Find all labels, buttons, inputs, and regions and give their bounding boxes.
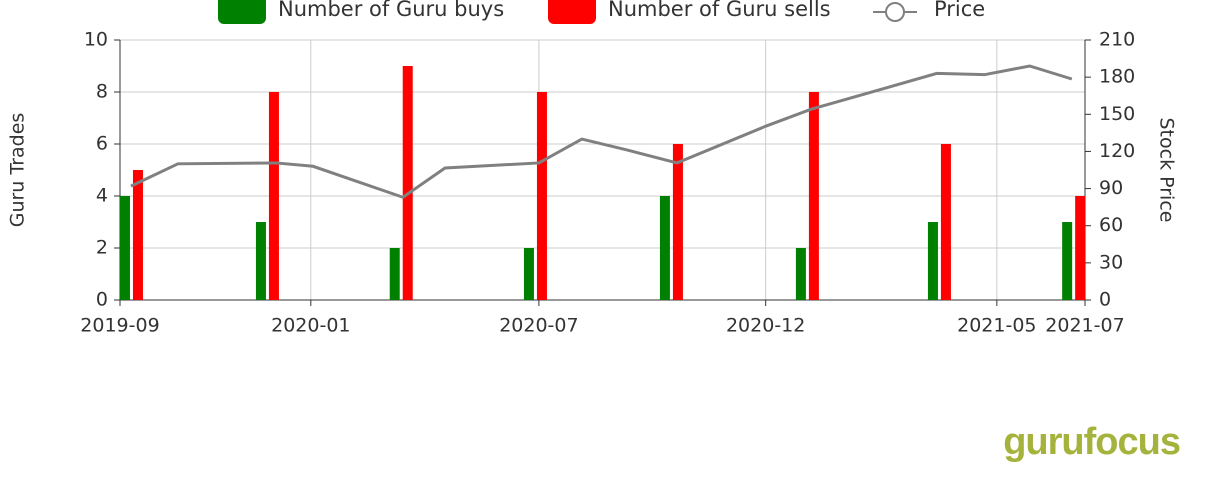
bar: [659, 196, 670, 300]
bar: [1062, 222, 1073, 300]
legend-label: Number of Guru buys: [278, 0, 504, 21]
y-tick-label: 6: [96, 133, 108, 155]
bar: [672, 144, 683, 300]
price-line: [130, 64, 1073, 199]
bar: [255, 222, 266, 300]
y-tick-label: 10: [84, 29, 108, 51]
bar: [795, 248, 806, 300]
y-axis-label: Guru Trades: [7, 113, 29, 228]
x-tick-label: 2021-05: [957, 315, 1036, 337]
bar: [523, 248, 534, 300]
bar: [132, 170, 143, 300]
bar: [268, 92, 279, 300]
y2-tick-label: 0: [1099, 289, 1111, 311]
bar: [119, 196, 130, 300]
y2-axis-label: Stock Price: [1156, 118, 1178, 223]
y-tick-label: 4: [96, 185, 108, 207]
bar: [927, 222, 938, 300]
bar: [402, 66, 413, 300]
legend-label: Price: [934, 0, 985, 21]
y2-tick-label: 60: [1099, 214, 1123, 236]
y2-tick-label: 90: [1099, 177, 1123, 199]
y-tick-label: 2: [96, 237, 108, 259]
x-tick-label: 2019-09: [80, 315, 159, 337]
bar: [808, 92, 819, 300]
bar: [389, 248, 400, 300]
y-tick-label: 0: [96, 289, 108, 311]
y2-tick-label: 30: [1099, 251, 1123, 273]
x-tick-label: 2020-07: [499, 315, 578, 337]
y-tick-label: 8: [96, 81, 108, 103]
y2-tick-label: 180: [1099, 66, 1135, 88]
bar: [536, 92, 547, 300]
x-tick-label: 2021-07: [1045, 315, 1124, 337]
y2-tick-label: 150: [1099, 103, 1135, 125]
bar: [1075, 196, 1086, 300]
x-tick-label: 2020-12: [726, 315, 805, 337]
x-tick-label: 2020-01: [271, 315, 350, 337]
y2-tick-label: 120: [1099, 140, 1135, 162]
legend-swatch: [218, 0, 266, 24]
legend-swatch: [548, 0, 596, 24]
legend-label: Number of Guru sells: [608, 0, 831, 21]
logo: gurufocus: [1003, 421, 1180, 463]
legend-marker: [885, 2, 905, 22]
y2-tick-label: 210: [1099, 29, 1135, 51]
bar: [940, 144, 951, 300]
